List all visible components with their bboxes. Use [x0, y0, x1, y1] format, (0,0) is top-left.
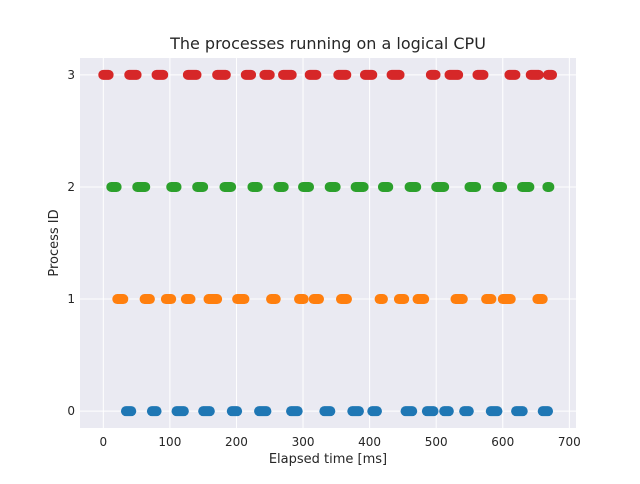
- x-tick-label: 300: [292, 435, 315, 449]
- x-tick-label: 700: [558, 435, 581, 449]
- x-grid: [102, 58, 570, 428]
- chart-title: The processes running on a logical CPU: [169, 34, 486, 53]
- y-tick-label: 0: [67, 404, 75, 418]
- x-tick-label: 600: [491, 435, 514, 449]
- plot-area: [80, 58, 576, 428]
- x-tick-label: 500: [425, 435, 448, 449]
- x-tick-label: 0: [99, 435, 107, 449]
- x-tick-label: 400: [358, 435, 381, 449]
- y-tick-label: 3: [67, 68, 75, 82]
- y-tick-label: 2: [67, 180, 75, 194]
- y-axis-label: Process ID: [47, 209, 62, 276]
- x-tick-label: 200: [225, 435, 248, 449]
- process-marks: [98, 69, 558, 417]
- y-tick-label: 1: [67, 292, 75, 306]
- y-tick-labels: 0 1 2 3: [67, 68, 75, 418]
- x-axis-label: Elapsed time [ms]: [269, 452, 387, 467]
- x-tick-label: 100: [158, 435, 181, 449]
- x-tick-labels: 0 100 200 300 400 500 600 700: [99, 435, 580, 449]
